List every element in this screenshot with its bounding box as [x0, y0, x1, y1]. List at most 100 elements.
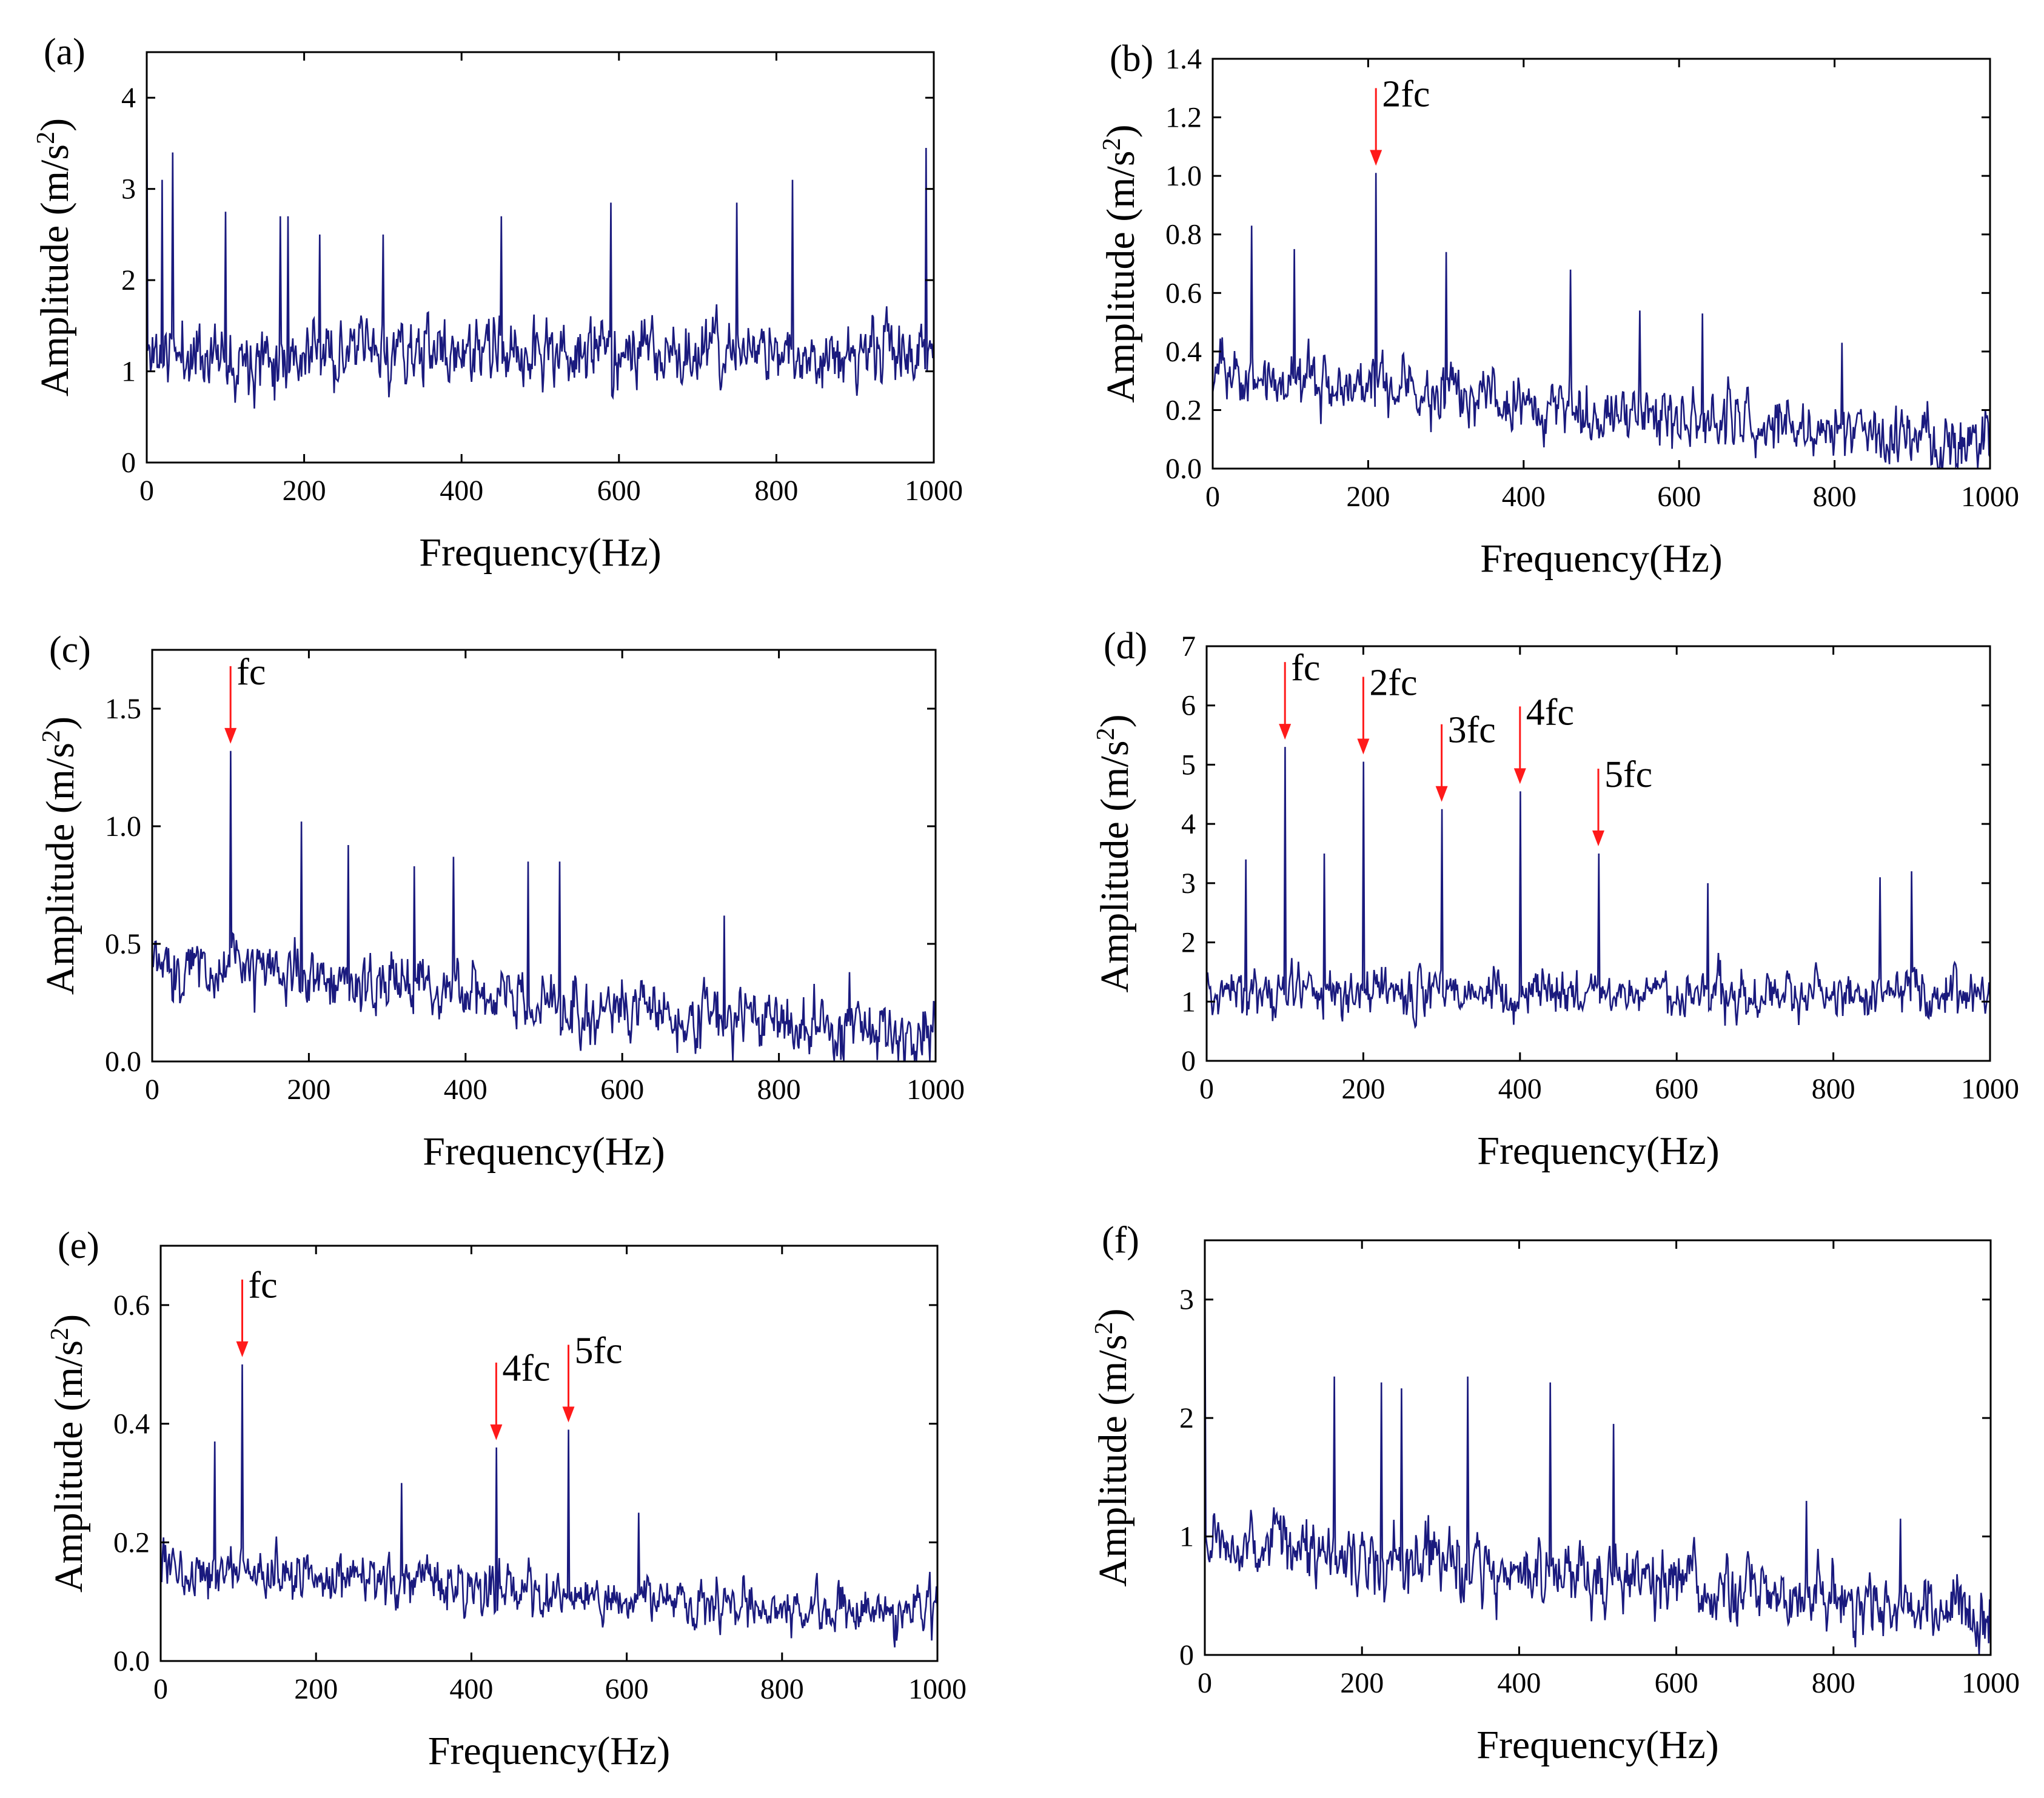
annotation-arrowhead [1370, 150, 1382, 166]
x-tick-label: 400 [1502, 481, 1546, 513]
spectrum-line [1204, 1252, 1992, 1654]
y-tick-label: 0.6 [113, 1289, 150, 1322]
x-axis-title: Frequency(Hz) [1476, 1723, 1718, 1767]
x-tick-label: 1000 [906, 1074, 965, 1106]
x-tick-label: 1000 [908, 1673, 967, 1705]
x-axis-title: Frequency(Hz) [1480, 536, 1722, 581]
x-tick-label: 600 [600, 1074, 644, 1106]
x-tick-label: 200 [287, 1074, 330, 1106]
panel-label: (a) [44, 32, 85, 73]
x-tick-label: 800 [1812, 1667, 1855, 1699]
x-tick-label: 400 [444, 1074, 488, 1106]
panel-label: (b) [1110, 38, 1153, 79]
x-tick-label: 200 [283, 475, 326, 507]
annotation-arrowhead [1357, 738, 1370, 755]
panel-label: (f) [1102, 1220, 1139, 1261]
x-tick-label: 600 [1655, 1073, 1698, 1105]
y-tick-label: 1.0 [1165, 160, 1202, 192]
y-tick-label: 0.0 [1165, 453, 1202, 485]
annotation-arrowhead [236, 1341, 249, 1357]
annotation-label: 5fc [1604, 754, 1652, 795]
x-tick-label: 200 [1340, 1667, 1384, 1699]
chart-panel-c: 0 200 400 600 800 1000 0.0 0.5 1.0 1.5 Frequency(H… [38, 629, 965, 1174]
annotation-arrowhead [1279, 724, 1292, 740]
x-axis-title: Frequency(Hz) [428, 1729, 670, 1773]
x-axis-title: Frequency(Hz) [419, 530, 661, 575]
x-tick-label: 800 [1813, 481, 1857, 513]
y-tick-label: 0.2 [1165, 394, 1202, 426]
spectrum-line [1205, 747, 1991, 1029]
y-tick-label: 3 [1181, 867, 1196, 900]
chart-panel-d: 0 200 400 600 800 1000 0 1 2 3 4 5 6 7 Frequency(Hz) Am… [1092, 626, 2019, 1173]
chart-panel-e: 0 200 400 600 800 1000 0.0 0.2 0.4 0.6 Frequency(H… [46, 1225, 967, 1773]
y-tick-label: 2 [1181, 927, 1196, 959]
x-tick-label: 0 [139, 475, 154, 507]
spectrum-line [151, 750, 937, 1061]
x-tick-label: 0 [1205, 481, 1220, 513]
x-tick-label: 400 [1497, 1667, 1541, 1699]
x-tick-label: 200 [1341, 1073, 1385, 1105]
x-tick-label: 400 [440, 475, 483, 507]
panel-label: (e) [58, 1225, 99, 1266]
y-tick-label: 1 [121, 356, 136, 388]
plot-frame [151, 649, 937, 1063]
y-tick-label: 2 [121, 264, 136, 296]
y-tick-label: 1 [1179, 1521, 1194, 1553]
y-tick-label: 3 [1179, 1284, 1194, 1316]
y-axis-title: Amplitude (m/s2) [1090, 1308, 1135, 1586]
y-axis-title: Amplitude (m/s2) [38, 717, 82, 995]
y-tick-label: 1 [1181, 986, 1196, 1018]
annotation-arrowhead [224, 727, 237, 744]
annotation-label: 5fc [575, 1330, 623, 1371]
x-tick-label: 200 [1346, 481, 1390, 513]
y-tick-label: 5 [1181, 749, 1196, 781]
y-tick-label: 1.0 [105, 810, 141, 843]
y-tick-label: 3 [121, 173, 136, 206]
x-tick-label: 400 [449, 1673, 493, 1705]
y-tick-label: 0.0 [113, 1645, 150, 1677]
x-tick-label: 600 [597, 475, 641, 507]
annotation-label: 2fc [1369, 663, 1417, 704]
x-axis-title: Frequency(Hz) [423, 1129, 665, 1174]
y-tick-label: 1.2 [1165, 102, 1202, 134]
x-tick-label: 1000 [1961, 481, 2019, 513]
panel-label: (c) [49, 629, 91, 670]
x-tick-label: 800 [760, 1673, 804, 1705]
annotation-arrowhead [490, 1424, 503, 1440]
spectrum-line [146, 61, 935, 409]
x-tick-label: 200 [294, 1673, 338, 1705]
annotation-arrowhead [1513, 768, 1526, 784]
annotation-label: fc [249, 1265, 278, 1306]
y-tick-label: 0.4 [1165, 336, 1202, 368]
y-tick-label: 0.5 [105, 928, 141, 960]
plot-frame [146, 51, 935, 464]
annotation-label: 4fc [1526, 692, 1574, 733]
y-tick-label: 7 [1181, 630, 1196, 663]
x-tick-label: 600 [605, 1673, 649, 1705]
x-tick-label: 0 [1198, 1667, 1212, 1699]
y-tick-label: 0.6 [1165, 277, 1202, 309]
x-tick-label: 600 [1655, 1667, 1698, 1699]
plot-frame [1204, 1239, 1992, 1656]
annotation-label: 2fc [1382, 73, 1430, 115]
x-tick-label: 0 [153, 1673, 168, 1705]
y-tick-label: 0.8 [1165, 219, 1202, 251]
y-tick-label: 0 [1179, 1639, 1194, 1671]
annotation-label: fc [236, 652, 266, 693]
y-tick-label: 1.4 [1165, 43, 1202, 75]
x-tick-label: 1000 [1962, 1667, 2020, 1699]
annotation-arrowhead [1435, 786, 1448, 802]
y-axis-title: Amplitude (m/s2) [1092, 714, 1137, 992]
annotation-label: 4fc [502, 1348, 550, 1389]
spectrum-line [1211, 173, 1991, 469]
x-tick-label: 0 [1199, 1073, 1214, 1105]
y-tick-label: 0.4 [113, 1408, 150, 1440]
y-tick-label: 2 [1179, 1402, 1194, 1434]
y-tick-label: 0 [1181, 1045, 1196, 1077]
x-tick-label: 600 [1657, 481, 1701, 513]
y-axis-title: Amplitude (m/s2) [32, 118, 77, 396]
chart-panel-b: 0 200 400 600 800 1000 0.0 0.2 0.4 0.6 0.8 1.0 1.2 1.… [1098, 38, 2019, 581]
x-axis-title: Frequency(Hz) [1477, 1129, 1719, 1173]
x-tick-label: 1000 [905, 475, 963, 507]
